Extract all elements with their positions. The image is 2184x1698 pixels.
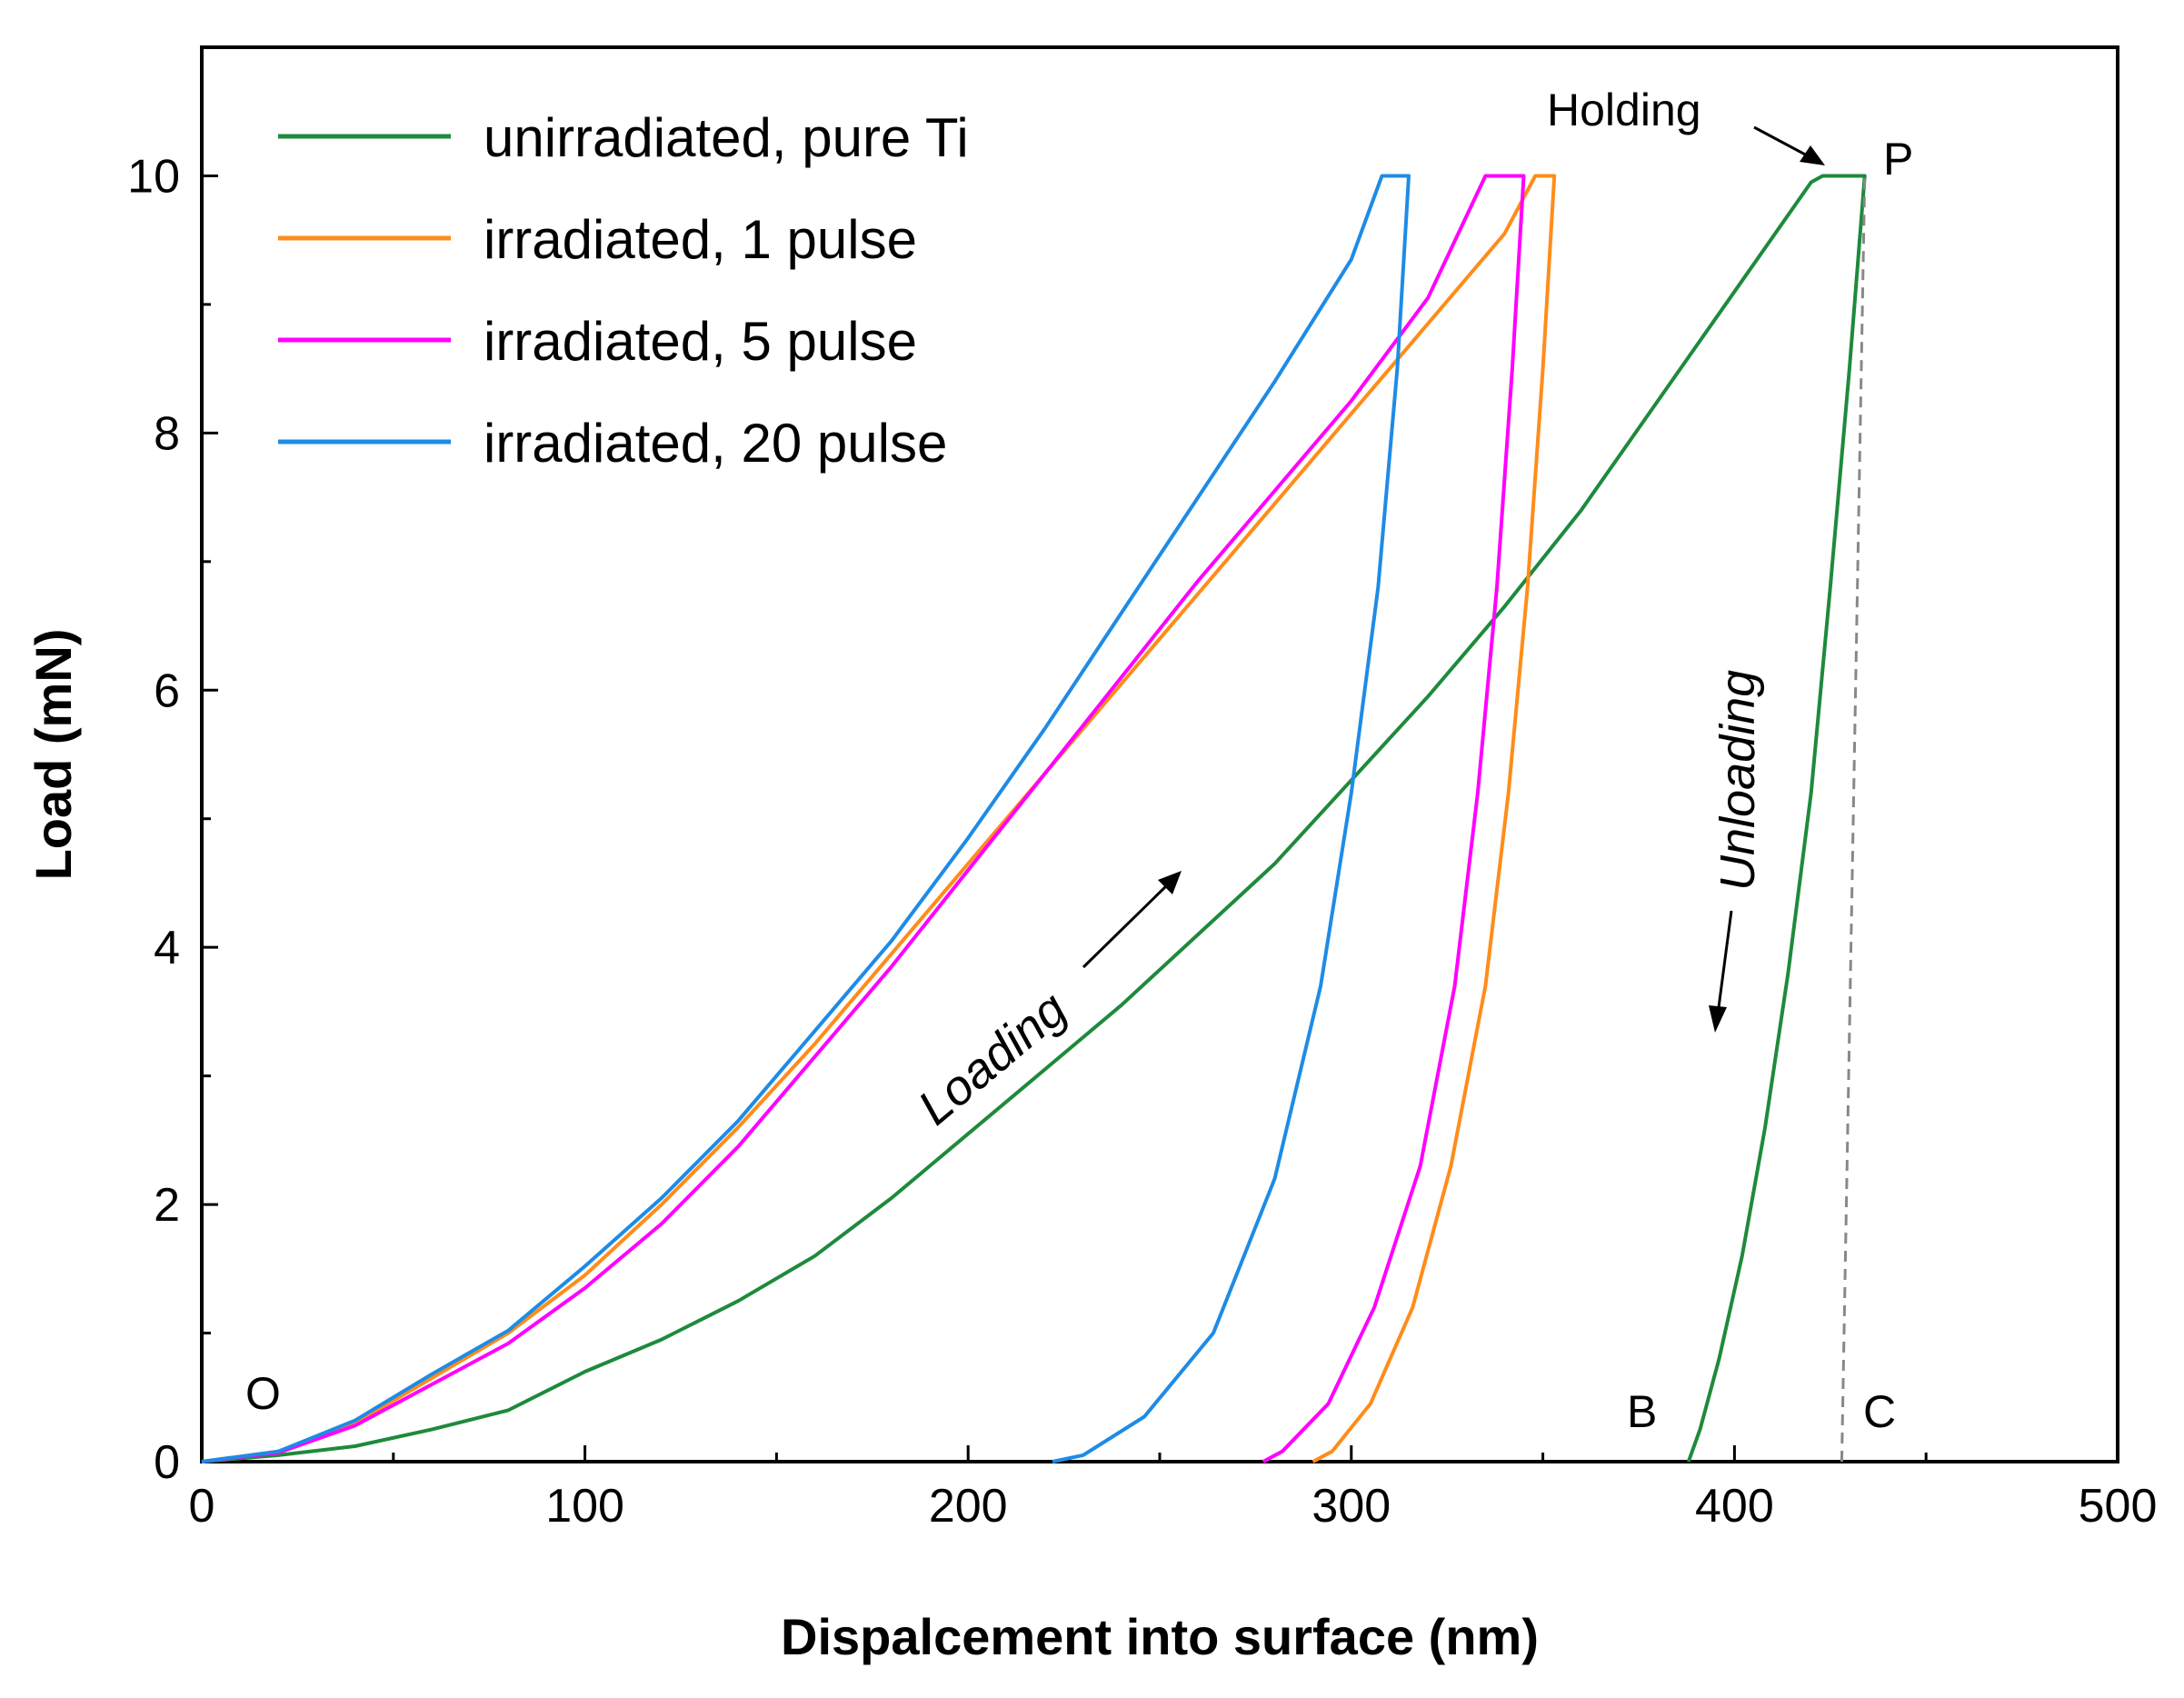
y-tick-label: 10 (127, 150, 180, 203)
x-tick-label: 200 (929, 1480, 1008, 1533)
annotation-C: C (1863, 1386, 1896, 1437)
series-lines (201, 174, 1867, 1463)
annotation-O: O (245, 1368, 281, 1419)
legend-label: unirradiated, pure Ti (484, 107, 969, 168)
x-tick-label: 300 (1311, 1480, 1391, 1533)
loading-arrow (1082, 882, 1171, 969)
x-tick-label: 0 (189, 1480, 215, 1533)
holding-arrow (1753, 125, 1810, 158)
annotation-unloading: Unloading (1710, 670, 1765, 891)
y-tick-label: 0 (154, 1436, 180, 1489)
legend-label: irradiated, 1 pulse (484, 209, 917, 270)
annotation-holding: Holding (1547, 85, 1701, 135)
series-line-4 (201, 174, 1411, 1463)
annotation-B: B (1627, 1386, 1657, 1437)
x-axis-title: Dispalcement into surface (nm) (781, 1608, 1539, 1665)
axis-tick-labels: 0 100 200 300 400 500 0 2 4 6 8 10 (127, 150, 2157, 1533)
y-tick-label: 2 (154, 1179, 180, 1232)
series-line-1 (201, 174, 1867, 1463)
loading-arrowhead (1158, 871, 1182, 894)
x-tick-label: 400 (1695, 1480, 1774, 1533)
y-axis-title: Load (mN) (25, 629, 82, 881)
series-line-2 (201, 174, 1557, 1463)
x-tick-label: 500 (2079, 1480, 2158, 1533)
annotation-P: P (1883, 134, 1913, 185)
y-tick-label: 4 (154, 922, 180, 974)
legend: unirradiated, pure Ti irradiated, 1 pulse… (278, 107, 969, 474)
y-tick-label: 8 (154, 407, 180, 460)
legend-label: irradiated, 20 pulse (484, 413, 947, 474)
series-line-3 (201, 174, 1526, 1463)
holding-arrowhead (1800, 145, 1825, 165)
reference-dashed-line (1840, 175, 1867, 1463)
unloading-arrowhead (1709, 1005, 1727, 1033)
y-tick-label: 6 (154, 664, 180, 717)
unloading-arrow (1716, 910, 1733, 1015)
x-tick-label: 100 (545, 1480, 624, 1533)
legend-label: irradiated, 5 pulse (484, 311, 917, 372)
